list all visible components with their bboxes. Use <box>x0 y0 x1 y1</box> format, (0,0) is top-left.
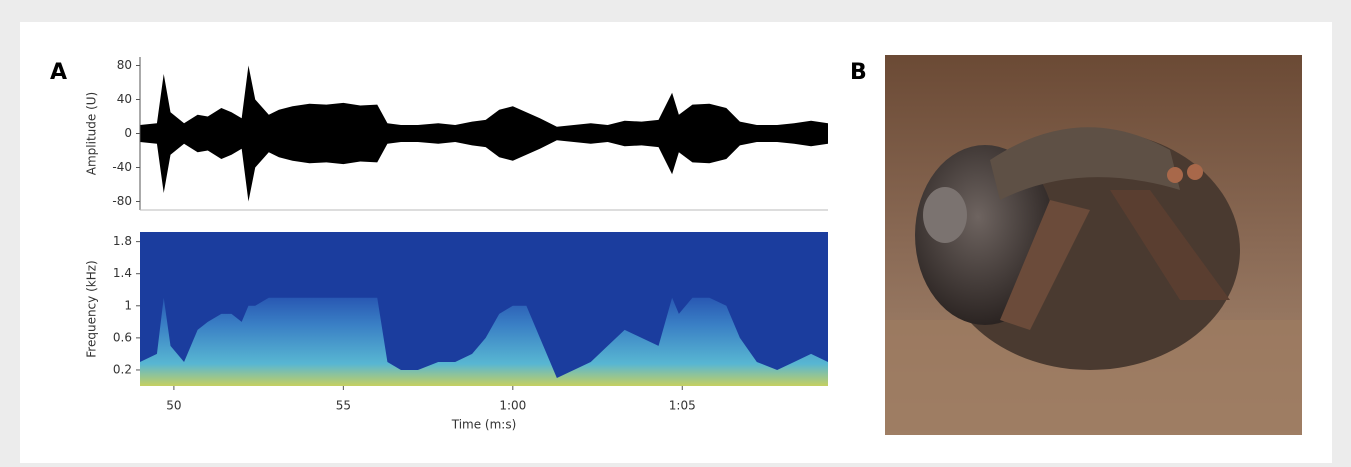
x-tick-label: 55 <box>336 399 351 413</box>
y-tick-label: -80 <box>112 194 132 208</box>
panel-label: B <box>850 60 867 85</box>
y-tick-label: 0.2 <box>113 362 132 376</box>
y-tick-label: 1.4 <box>113 266 132 280</box>
y-tick-label: 0.6 <box>113 330 132 344</box>
x-axis-label: Time (m:s) <box>451 418 517 432</box>
y-tick-label: 1 <box>124 298 132 312</box>
x-tick-label: 50 <box>166 399 181 413</box>
y-tick-label: 0 <box>124 126 132 140</box>
waveform-upper <box>140 65 828 134</box>
y-tick-label: -40 <box>112 160 132 174</box>
x-tick-label: 1:05 <box>669 399 696 413</box>
y-tick-label: 80 <box>117 58 132 72</box>
y-axis-label: Frequency (kHz) <box>85 260 99 357</box>
y-tick-label: 40 <box>117 92 132 106</box>
waveform-lower <box>140 133 828 202</box>
y-axis-label: Amplitude (U) <box>85 92 99 175</box>
x-tick-label: 1:00 <box>499 399 526 413</box>
photo <box>885 55 1302 435</box>
y-tick-label: 1.8 <box>113 234 132 248</box>
panel-label: A <box>50 60 67 85</box>
spectral-energy <box>140 297 828 386</box>
